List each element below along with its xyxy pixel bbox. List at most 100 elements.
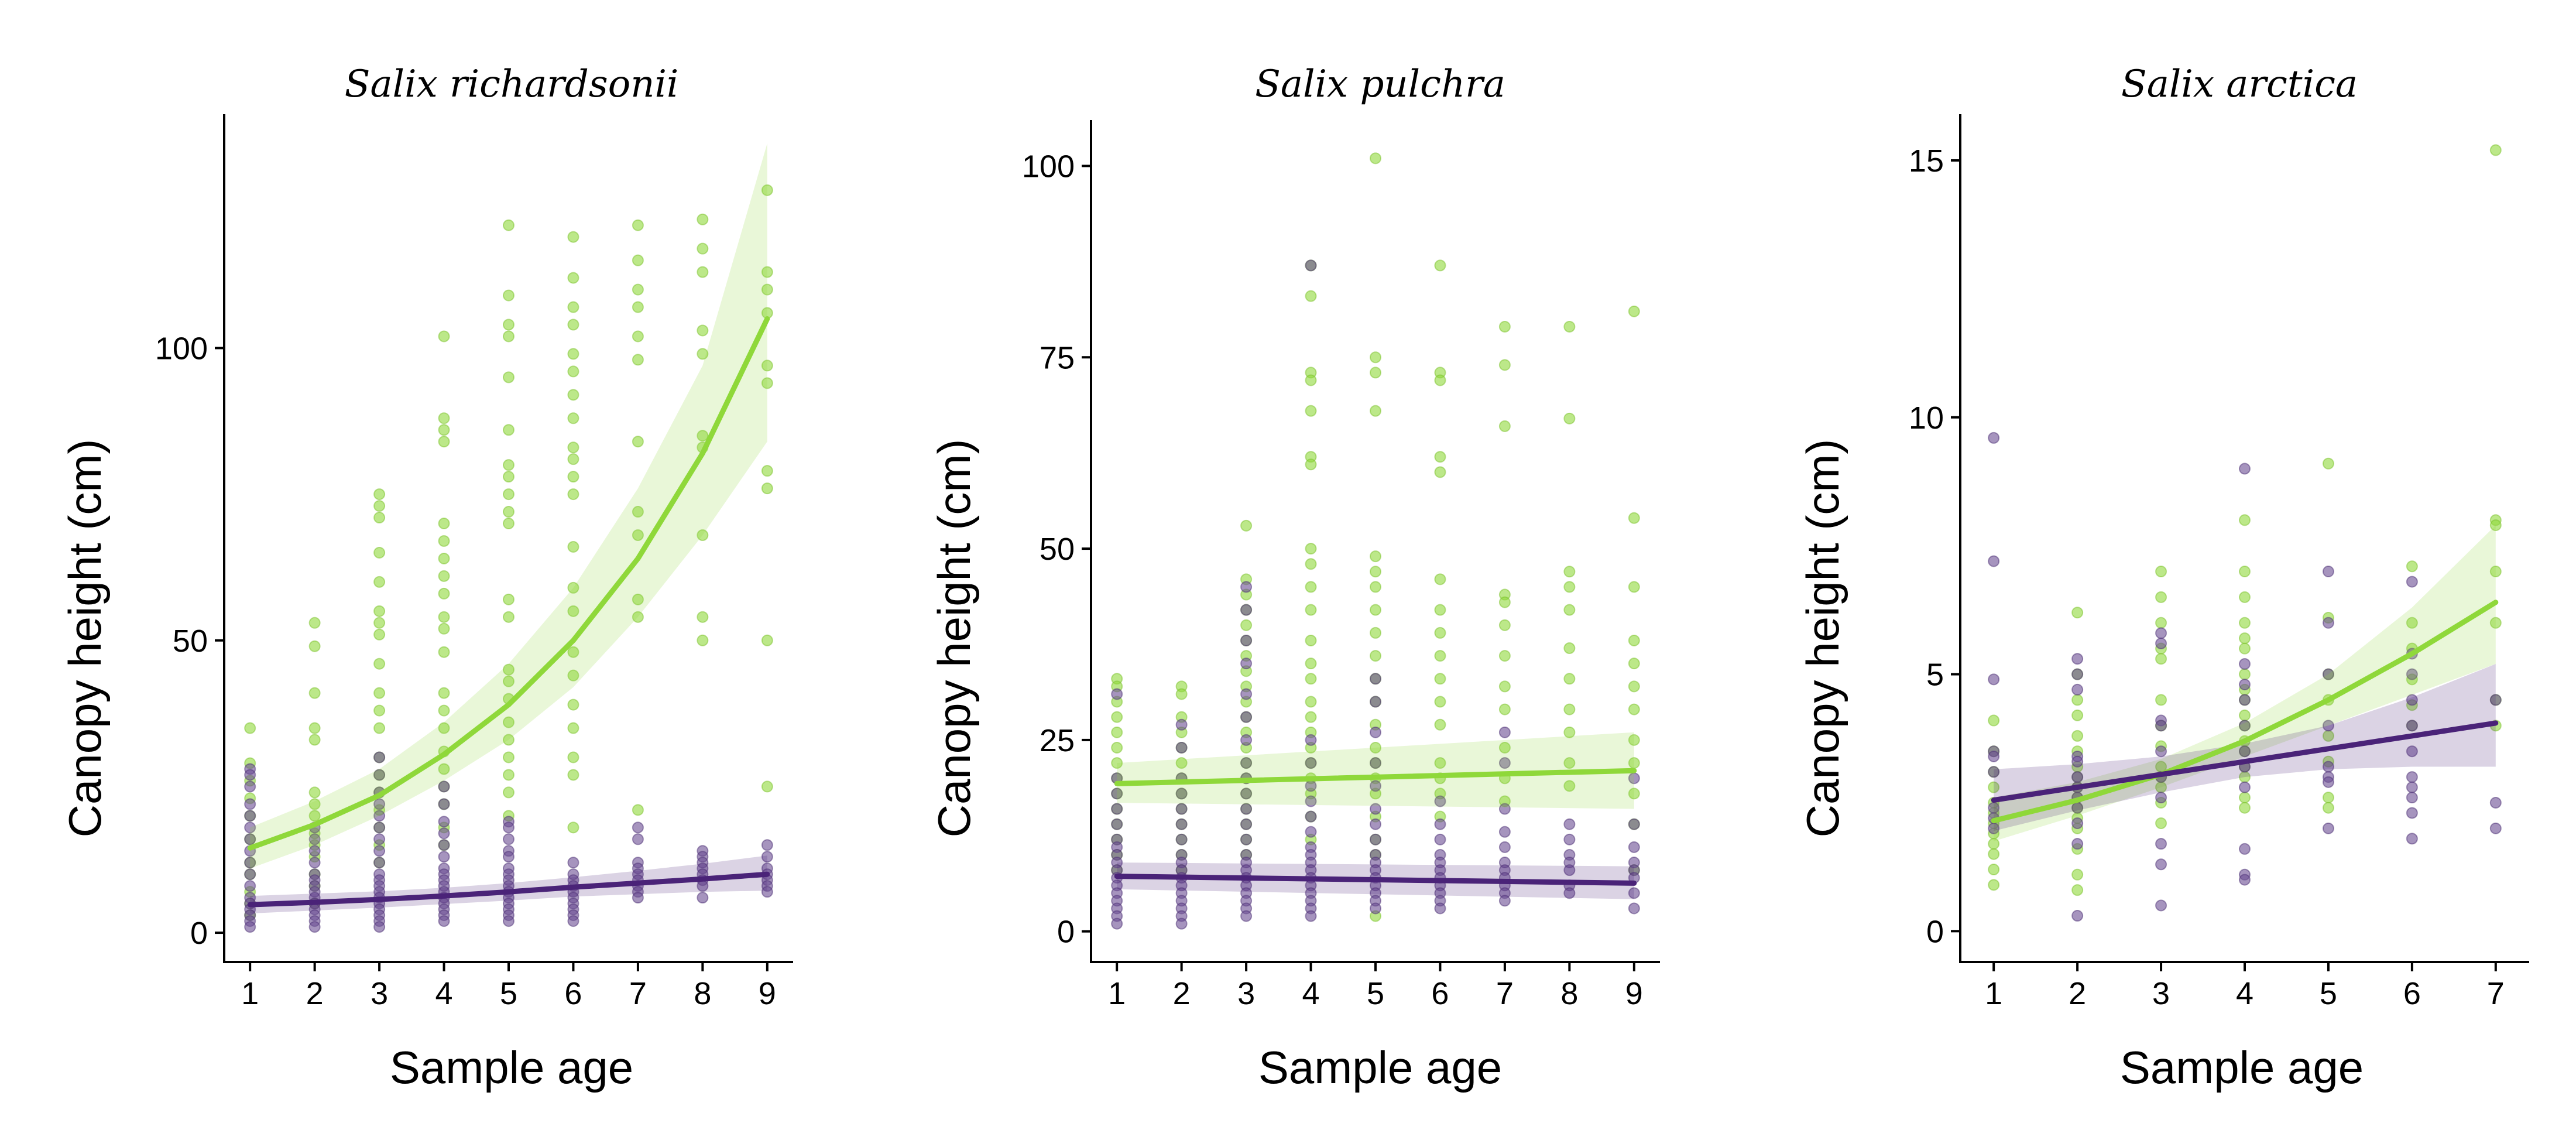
purple-data-point (761, 886, 773, 898)
x-tick-label: 3 (371, 976, 388, 1011)
purple-data-point (2239, 658, 2251, 670)
green-data-point (1988, 848, 2000, 860)
green-data-point (1305, 696, 1317, 708)
purple-data-point (438, 839, 450, 851)
x-tick-label: 7 (1496, 976, 1514, 1011)
purple-data-point (2071, 653, 2084, 665)
purple-data-point (2322, 720, 2334, 732)
green-data-point (567, 412, 579, 424)
green-data-point (1111, 741, 1123, 754)
purple-data-point (2239, 781, 2251, 793)
green-data-point (1305, 604, 1317, 616)
green-data-point (632, 611, 644, 623)
green-data-point (2239, 632, 2251, 645)
green-data-point (1988, 714, 2000, 727)
purple-data-point (1563, 887, 1576, 899)
x-tick-label: 3 (1237, 976, 1255, 1011)
purple-data-point (1111, 917, 1123, 930)
green-data-point (1434, 757, 1446, 769)
purple-data-point (2155, 858, 2167, 871)
y-tick-label: 0 (190, 916, 208, 951)
green-data-point (2489, 519, 2502, 532)
green-data-point (1370, 626, 1381, 639)
purple-data-point (2155, 899, 2167, 912)
purple-data-point (1498, 826, 1511, 838)
green-fit-line (247, 316, 770, 851)
purple-data-point (308, 921, 321, 933)
green-data-point (2071, 730, 2084, 742)
purple-data-point (503, 915, 514, 927)
green-fit-line (1991, 600, 2499, 824)
purple-data-point (1434, 902, 1446, 915)
green-data-point (373, 488, 386, 501)
x-tick-label: 2 (1173, 976, 1191, 1011)
purple-data-point (632, 892, 644, 904)
green-data-point (1563, 673, 1576, 685)
green-data-point (632, 529, 644, 542)
purple-fit-line (1991, 720, 2499, 803)
green-data-point (2071, 884, 2084, 896)
x-tick-label: 5 (1367, 976, 1384, 1011)
green-data-point (761, 266, 773, 278)
green-data-point (632, 219, 644, 231)
green-data-point (2489, 144, 2502, 156)
purple-data-point (1175, 718, 1188, 731)
purple-data-point (244, 880, 256, 892)
green-data-point (1240, 619, 1253, 631)
purple-data-point (438, 798, 450, 810)
green-data-point (1111, 757, 1123, 769)
purple-data-point (1498, 726, 1511, 738)
purple-data-point (1370, 673, 1381, 685)
green-data-point (503, 219, 514, 231)
purple-data-point (2322, 776, 2334, 788)
y-tick-label: 100 (1022, 149, 1075, 184)
purple-data-point (1988, 555, 2000, 567)
purple-data-point (2071, 683, 2084, 696)
purple-data-point (2071, 668, 2084, 680)
green-data-point (438, 535, 450, 547)
green-data-point (1498, 741, 1511, 754)
purple-data-point (2322, 617, 2334, 629)
x-tick-label: 4 (435, 976, 453, 1011)
green-data-point (567, 272, 579, 284)
green-data-point (2239, 642, 2251, 655)
green-data-point (438, 424, 450, 436)
green-data-point (2322, 792, 2334, 804)
x-tick-label: 4 (2236, 976, 2253, 1011)
purple-data-point (2239, 745, 2251, 758)
green-data-point (1563, 566, 1576, 578)
green-data-point (503, 289, 514, 302)
green-data-point (2322, 802, 2334, 814)
y-tick-label: 0 (1057, 915, 1075, 950)
green-data-point (1988, 781, 2000, 793)
green-data-point (308, 640, 321, 652)
green-data-point (503, 716, 514, 728)
green-data-point (567, 301, 579, 313)
green-data-point (2071, 709, 2084, 721)
green-data-point (1563, 757, 1576, 769)
green-data-point (2239, 792, 2251, 804)
green-data-point (438, 687, 450, 699)
green-data-point (503, 319, 514, 331)
x-axis-title: Sample age (1258, 1042, 1502, 1093)
y-tick-label: 50 (173, 624, 208, 659)
green-data-point (1628, 581, 1640, 593)
purple-data-point (2239, 694, 2251, 706)
green-data-point (1111, 711, 1123, 723)
purple-data-point (567, 915, 579, 927)
purple-data-point (1240, 688, 1253, 700)
green-data-point (373, 500, 386, 512)
purple-data-point (1305, 810, 1317, 823)
green-data-point (2239, 668, 2251, 680)
purple-data-point (244, 769, 256, 781)
green-data-point (697, 324, 709, 337)
green-data-point (2239, 802, 2251, 814)
purple-data-point (308, 857, 321, 869)
purple-data-point (244, 921, 256, 933)
purple-data-point (761, 851, 773, 863)
purple-data-point (1240, 818, 1253, 830)
purple-data-point (244, 798, 256, 810)
green-data-point (567, 669, 579, 682)
purple-data-point (2406, 694, 2418, 706)
x-axis-title: Sample age (390, 1042, 633, 1093)
